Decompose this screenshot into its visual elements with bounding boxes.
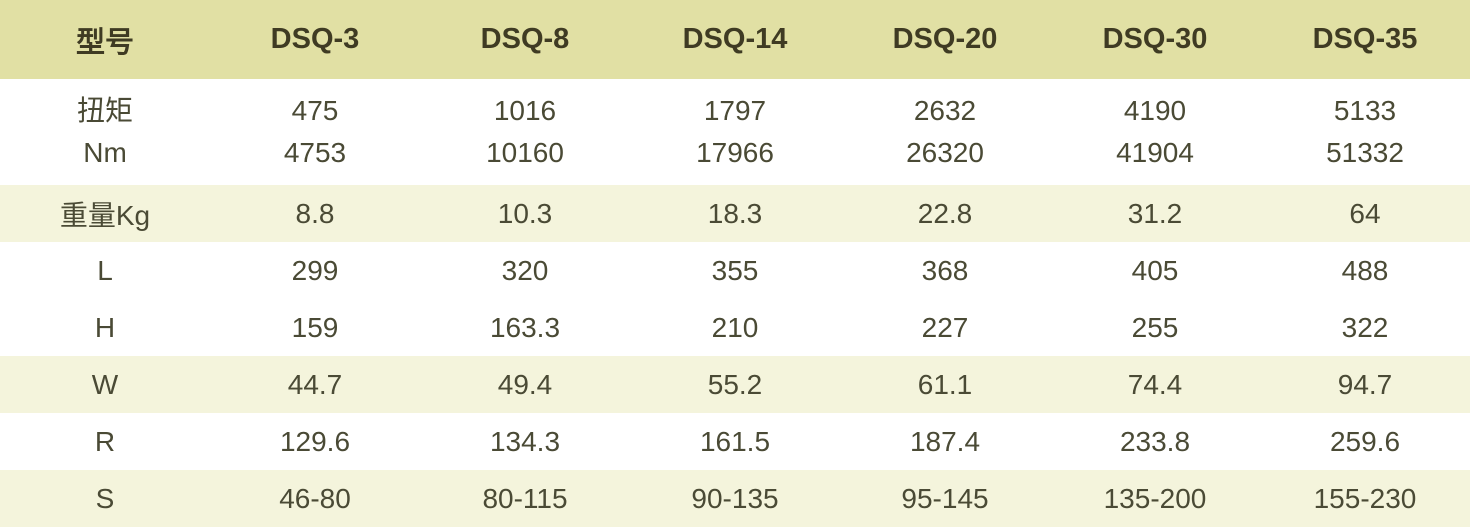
table-cell: 22.8 (917, 197, 973, 229)
table-cell: 94.7 (1337, 368, 1393, 400)
row-label: R (94, 425, 116, 457)
table-cell: 5133 51332 (1260, 79, 1470, 185)
table-cell: 159 (291, 311, 339, 343)
cell-line2: 4753 (283, 137, 347, 168)
table-cell: 44.7 (287, 368, 343, 400)
table-cell: 255 (1131, 311, 1179, 343)
table-cell: 80-115 (482, 482, 568, 514)
header-model: DSQ-8 (480, 23, 570, 55)
cell-line2: 10160 (486, 137, 564, 168)
row-label-line2: Nm (83, 137, 127, 168)
cell-line2: 26320 (906, 137, 984, 168)
row-label-line1: 扭矩 (76, 95, 133, 126)
table-cell: 1797 17966 (630, 79, 840, 185)
table-cell: 299 (291, 254, 339, 286)
header-label: 型号 (75, 26, 134, 59)
table-cell: 259.6 (1329, 425, 1401, 457)
cell-line2: 41904 (1116, 137, 1194, 168)
table-cell: 2632 26320 (840, 79, 1050, 185)
table-cell: 210 (711, 311, 759, 343)
table-row-torque: 扭矩 Nm 475 4753 1016 10160 1797 17966 263… (0, 79, 1470, 185)
header-row: 型号 DSQ-3 DSQ-8 DSQ-14 DSQ-20 DSQ-30 DSQ-… (0, 0, 1470, 79)
table-cell: 1016 10160 (420, 79, 630, 185)
table-cell: 129.6 (279, 425, 351, 457)
row-label: L (97, 254, 113, 286)
header-model: DSQ-3 (270, 23, 360, 55)
cell-line2: 51332 (1326, 137, 1404, 168)
table-cell: 488 (1341, 254, 1389, 286)
table-cell: 10.3 (497, 197, 553, 229)
row-label: H (94, 311, 116, 343)
table-cell: 31.2 (1127, 197, 1183, 229)
table-cell: 90-135 (691, 482, 779, 514)
cell-line1: 475 (291, 95, 339, 126)
header-model: DSQ-14 (682, 23, 788, 55)
table-row-weight: 重量Kg 8.8 10.3 18.3 22.8 31.2 64 (0, 185, 1470, 242)
table-cell: 64 (1349, 197, 1381, 229)
cell-line1: 4190 (1123, 95, 1187, 126)
cell-line1: 1016 (493, 95, 557, 126)
table-row-l: L 299 320 355 368 405 488 (0, 242, 1470, 299)
table-cell: 18.3 (707, 197, 763, 229)
table-cell: 233.8 (1119, 425, 1191, 457)
cell-line1: 1797 (703, 95, 767, 126)
table-cell: 161.5 (699, 425, 771, 457)
header-model: DSQ-35 (1312, 23, 1418, 55)
cell-line1: 5133 (1333, 95, 1397, 126)
table-cell: 49.4 (497, 368, 553, 400)
table-cell: 74.4 (1127, 368, 1183, 400)
table-cell: 368 (921, 254, 969, 286)
table-cell: 95-145 (901, 482, 989, 514)
row-label: W (91, 368, 119, 400)
header-model: DSQ-30 (1102, 23, 1208, 55)
cell-line2: 17966 (696, 137, 774, 168)
table-cell: 61.1 (917, 368, 973, 400)
table-cell: 227 (921, 311, 969, 343)
header-model: DSQ-20 (892, 23, 998, 55)
row-label: S (95, 482, 115, 514)
row-label: 重量Kg (59, 199, 151, 231)
table-cell: 4190 41904 (1050, 79, 1260, 185)
table-row-s: S 46-80 80-115 90-135 95-145 135-200 155… (0, 470, 1470, 527)
table-cell: 322 (1341, 311, 1389, 343)
cell-line1: 2632 (913, 95, 977, 126)
table-row-h: H 159 163.3 210 227 255 322 (0, 299, 1470, 356)
table-cell: 405 (1131, 254, 1179, 286)
row-label: 扭矩 Nm (0, 79, 210, 185)
table-cell: 55.2 (707, 368, 763, 400)
table-cell: 475 4753 (210, 79, 420, 185)
table-cell: 187.4 (909, 425, 981, 457)
table-cell: 135-200 (1103, 482, 1207, 514)
table-cell: 355 (711, 254, 759, 286)
table-cell: 163.3 (489, 311, 561, 343)
table-row-w: W 44.7 49.4 55.2 61.1 74.4 94.7 (0, 356, 1470, 413)
table-cell: 320 (501, 254, 549, 286)
table-row-r: R 129.6 134.3 161.5 187.4 233.8 259.6 (0, 413, 1470, 470)
table-cell: 134.3 (489, 425, 561, 457)
table-cell: 155-230 (1313, 482, 1417, 514)
table-cell: 8.8 (295, 197, 335, 229)
table-cell: 46-80 (279, 482, 351, 514)
